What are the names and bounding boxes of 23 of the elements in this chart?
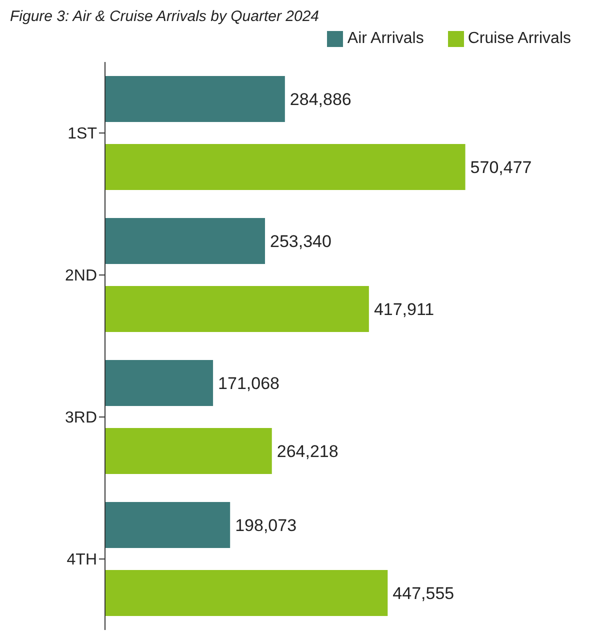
- y-tick-label: 1ST: [68, 126, 98, 143]
- bar: [105, 144, 466, 190]
- data-label: 264,218: [276, 442, 338, 462]
- data-label: 253,340: [270, 232, 332, 252]
- data-label: 198,073: [235, 516, 297, 536]
- bar: [105, 502, 230, 548]
- data-label: 570,477: [470, 158, 532, 178]
- legend-label: Air Arrivals: [347, 30, 424, 47]
- data-label: 284,886: [290, 90, 352, 110]
- bar: [105, 218, 265, 264]
- bar: [105, 360, 214, 406]
- bar: [105, 76, 285, 122]
- y-tick-label: 4TH: [66, 552, 97, 569]
- data-label: 447,555: [392, 584, 454, 604]
- y-tick-label: 2ND: [64, 268, 97, 285]
- data-label: 417,911: [374, 300, 434, 320]
- bar: [105, 428, 272, 474]
- legend-label: Cruise Arrivals: [468, 30, 571, 47]
- y-tick-label: 3RD: [64, 410, 97, 427]
- chart-title: Figure 3: Air & Cruise Arrivals by Quarter 2024: [10, 8, 320, 27]
- bar: [105, 570, 388, 616]
- data-label: 171,068: [218, 374, 280, 394]
- bar: [105, 286, 369, 332]
